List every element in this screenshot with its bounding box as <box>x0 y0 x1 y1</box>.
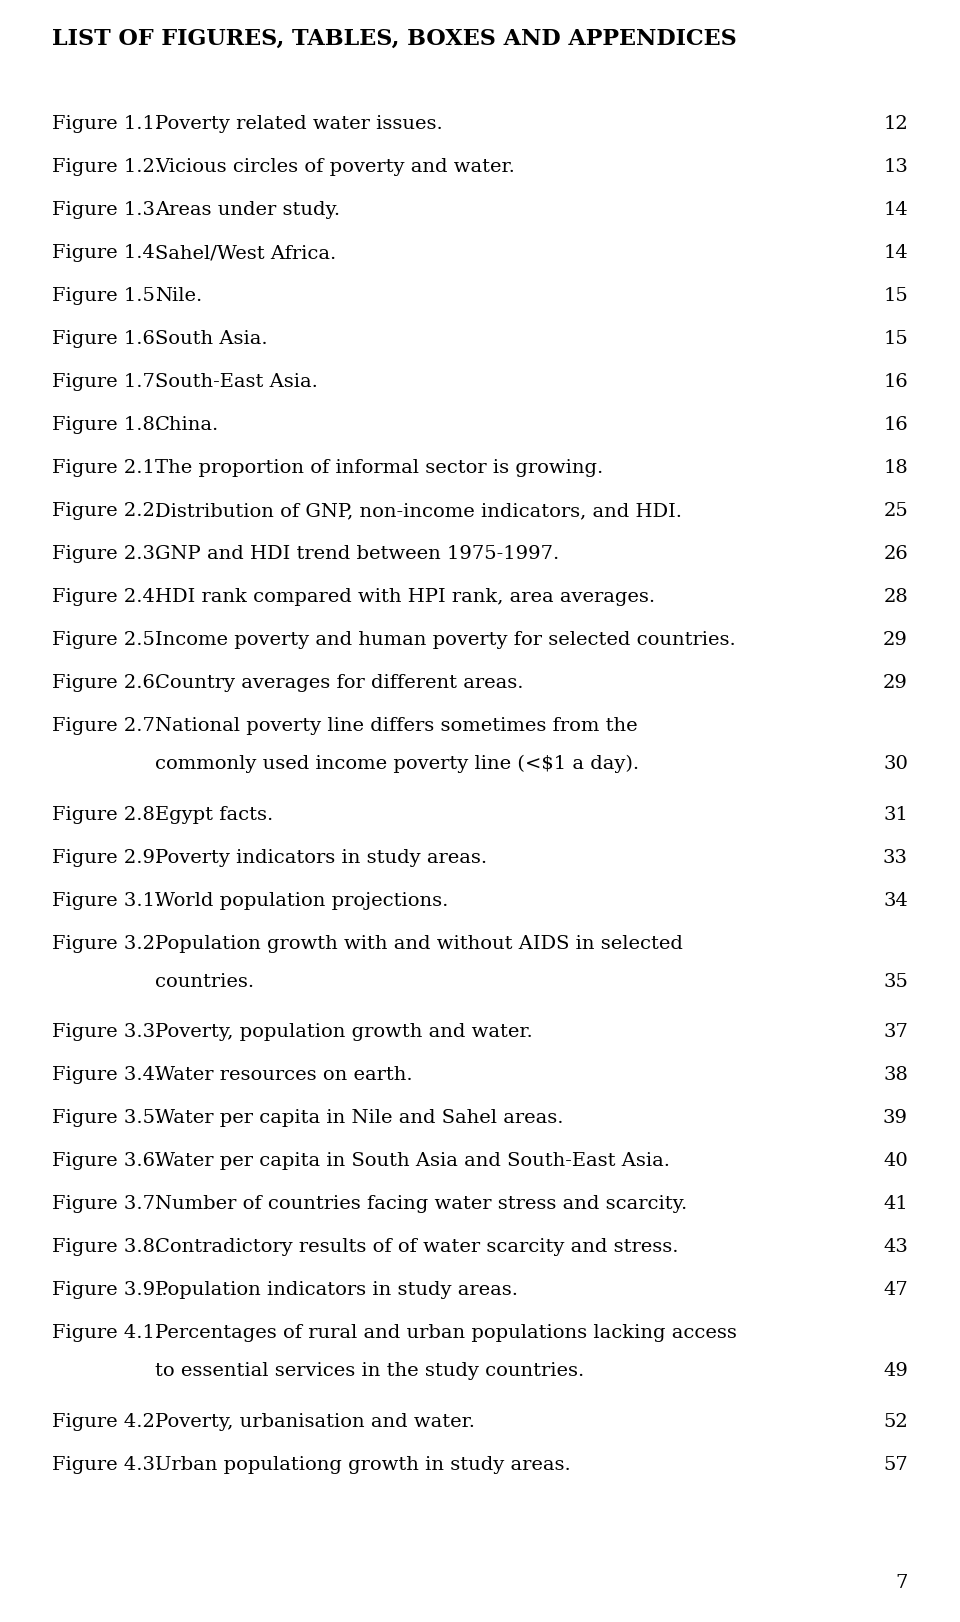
Text: Figure 1.6.: Figure 1.6. <box>52 329 161 349</box>
Text: 37: 37 <box>883 1023 908 1041</box>
Text: GNP and HDI trend between 1975-1997.: GNP and HDI trend between 1975-1997. <box>155 545 560 563</box>
Text: Population growth with and without AIDS in selected: Population growth with and without AIDS … <box>155 934 683 952</box>
Text: Figure 3.3.: Figure 3.3. <box>52 1023 161 1041</box>
Text: HDI rank compared with HPI rank, area averages.: HDI rank compared with HPI rank, area av… <box>155 589 655 607</box>
Text: Figure 3.7.: Figure 3.7. <box>52 1195 161 1213</box>
Text: Figure 3.8.: Figure 3.8. <box>52 1239 161 1257</box>
Text: 35: 35 <box>883 973 908 991</box>
Text: World population projections.: World population projections. <box>155 892 448 910</box>
Text: Country averages for different areas.: Country averages for different areas. <box>155 675 523 693</box>
Text: 57: 57 <box>883 1457 908 1474</box>
Text: Figure 1.1.: Figure 1.1. <box>52 115 161 133</box>
Text: Figure 2.5.: Figure 2.5. <box>52 631 161 649</box>
Text: 41: 41 <box>883 1195 908 1213</box>
Text: 52: 52 <box>883 1413 908 1431</box>
Text: Figure 2.6.: Figure 2.6. <box>52 675 161 693</box>
Text: 15: 15 <box>883 287 908 305</box>
Text: Nile.: Nile. <box>155 287 203 305</box>
Text: Figure 2.1.: Figure 2.1. <box>52 459 161 477</box>
Text: 12: 12 <box>883 115 908 133</box>
Text: Figure 3.1.: Figure 3.1. <box>52 892 161 910</box>
Text: Poverty, urbanisation and water.: Poverty, urbanisation and water. <box>155 1413 475 1431</box>
Text: 15: 15 <box>883 329 908 349</box>
Text: 7: 7 <box>896 1573 908 1593</box>
Text: Figure 4.2.: Figure 4.2. <box>52 1413 161 1431</box>
Text: Figure 3.6.: Figure 3.6. <box>52 1153 161 1171</box>
Text: 31: 31 <box>883 806 908 824</box>
Text: LIST OF FIGURES, TABLES, BOXES AND APPENDICES: LIST OF FIGURES, TABLES, BOXES AND APPEN… <box>52 28 736 50</box>
Text: 40: 40 <box>883 1153 908 1171</box>
Text: Figure 2.3.: Figure 2.3. <box>52 545 161 563</box>
Text: 25: 25 <box>883 501 908 521</box>
Text: National poverty line differs sometimes from the: National poverty line differs sometimes … <box>155 717 637 735</box>
Text: Water resources on earth.: Water resources on earth. <box>155 1067 413 1085</box>
Text: 33: 33 <box>883 848 908 866</box>
Text: 29: 29 <box>883 631 908 649</box>
Text: to essential services in the study countries.: to essential services in the study count… <box>155 1362 585 1380</box>
Text: Water per capita in Nile and Sahel areas.: Water per capita in Nile and Sahel areas… <box>155 1109 564 1127</box>
Text: 18: 18 <box>883 459 908 477</box>
Text: Figure 4.1.: Figure 4.1. <box>52 1325 161 1343</box>
Text: Figure 3.4.: Figure 3.4. <box>52 1067 161 1085</box>
Text: Figure 1.8.: Figure 1.8. <box>52 415 161 435</box>
Text: Figure 2.2.: Figure 2.2. <box>52 501 161 521</box>
Text: 14: 14 <box>883 201 908 219</box>
Text: Poverty related water issues.: Poverty related water issues. <box>155 115 443 133</box>
Text: Income poverty and human poverty for selected countries.: Income poverty and human poverty for sel… <box>155 631 735 649</box>
Text: 28: 28 <box>883 589 908 607</box>
Text: 49: 49 <box>883 1362 908 1380</box>
Text: 13: 13 <box>883 157 908 177</box>
Text: Contradictory results of of water scarcity and stress.: Contradictory results of of water scarci… <box>155 1239 679 1257</box>
Text: Figure 2.8.: Figure 2.8. <box>52 806 161 824</box>
Text: South-East Asia.: South-East Asia. <box>155 373 318 391</box>
Text: Poverty, population growth and water.: Poverty, population growth and water. <box>155 1023 533 1041</box>
Text: Percentages of rural and urban populations lacking access: Percentages of rural and urban populatio… <box>155 1325 737 1343</box>
Text: 39: 39 <box>883 1109 908 1127</box>
Text: Figure 2.7.: Figure 2.7. <box>52 717 161 735</box>
Text: South Asia.: South Asia. <box>155 329 268 349</box>
Text: Sahel/West Africa.: Sahel/West Africa. <box>155 243 336 263</box>
Text: Figure 1.5.: Figure 1.5. <box>52 287 161 305</box>
Text: 14: 14 <box>883 243 908 263</box>
Text: commonly used income poverty line (<$1 a day).: commonly used income poverty line (<$1 a… <box>155 754 639 774</box>
Text: Figure 2.4.: Figure 2.4. <box>52 589 161 607</box>
Text: Figure 1.2.: Figure 1.2. <box>52 157 161 177</box>
Text: 47: 47 <box>883 1281 908 1299</box>
Text: Population indicators in study areas.: Population indicators in study areas. <box>155 1281 518 1299</box>
Text: 30: 30 <box>883 754 908 774</box>
Text: 26: 26 <box>883 545 908 563</box>
Text: China.: China. <box>155 415 219 435</box>
Text: Figure 4.3.: Figure 4.3. <box>52 1457 161 1474</box>
Text: Figure 1.7.: Figure 1.7. <box>52 373 161 391</box>
Text: Water per capita in South Asia and South-East Asia.: Water per capita in South Asia and South… <box>155 1153 670 1171</box>
Text: 16: 16 <box>883 373 908 391</box>
Text: 34: 34 <box>883 892 908 910</box>
Text: countries.: countries. <box>155 973 254 991</box>
Text: Poverty indicators in study areas.: Poverty indicators in study areas. <box>155 848 487 866</box>
Text: 29: 29 <box>883 675 908 693</box>
Text: Number of countries facing water stress and scarcity.: Number of countries facing water stress … <box>155 1195 687 1213</box>
Text: Figure 3.9 .: Figure 3.9 . <box>52 1281 168 1299</box>
Text: Urban populationg growth in study areas.: Urban populationg growth in study areas. <box>155 1457 571 1474</box>
Text: Egypt facts.: Egypt facts. <box>155 806 274 824</box>
Text: Vicious circles of poverty and water.: Vicious circles of poverty and water. <box>155 157 515 177</box>
Text: Figure 3.2.: Figure 3.2. <box>52 934 161 952</box>
Text: 38: 38 <box>883 1067 908 1085</box>
Text: 16: 16 <box>883 415 908 435</box>
Text: Areas under study.: Areas under study. <box>155 201 340 219</box>
Text: The proportion of informal sector is growing.: The proportion of informal sector is gro… <box>155 459 603 477</box>
Text: Distribution of GNP, non-income indicators, and HDI.: Distribution of GNP, non-income indicato… <box>155 501 682 521</box>
Text: Figure 1.4.: Figure 1.4. <box>52 243 161 263</box>
Text: 43: 43 <box>883 1239 908 1257</box>
Text: Figure 1.3.: Figure 1.3. <box>52 201 161 219</box>
Text: Figure 3.5.: Figure 3.5. <box>52 1109 161 1127</box>
Text: Figure 2.9.: Figure 2.9. <box>52 848 161 866</box>
